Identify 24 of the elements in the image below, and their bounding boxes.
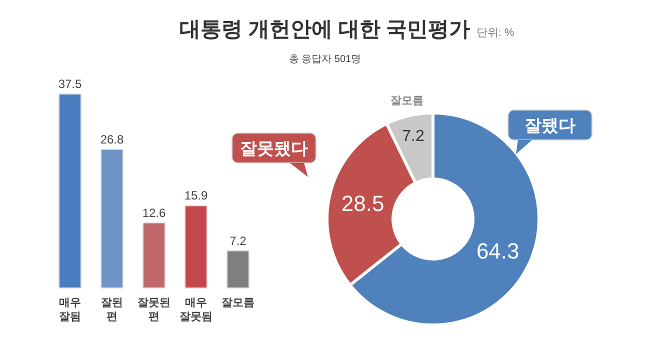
slice-label: 잘됐다 [524,116,576,135]
data-label: 15.9 [184,188,208,203]
data-label: 37.5 [58,77,82,91]
bar [58,94,82,288]
x-tick-label: 잘못된 편 [138,297,170,323]
x-tick-label: 잘모름 [222,297,254,309]
data-label: 64.3 [476,238,520,264]
x-tick-label: 매우 잘못됨 [180,297,212,323]
data-label: 26.8 [100,132,124,146]
x-tick-label: 잘된 편 [101,297,123,323]
text: 대통령 개헌안에 대한 국민평가 [180,18,470,41]
data-label: 7.2 [402,128,424,146]
data-label: 12.6 [142,206,166,220]
bar [226,250,250,288]
text: 총 응답자 501명 [288,54,362,65]
text: 단위: % [476,27,514,39]
data-label: 28.5 [341,191,384,216]
bar [142,222,166,288]
bar [184,205,208,288]
x-tick-label: 매우 잘됨 [59,297,81,323]
slice-label: 잘못됐다 [240,139,308,158]
data-label: 7.2 [230,234,247,248]
slice-label: 잘모름 [390,94,424,107]
bar [100,148,124,288]
